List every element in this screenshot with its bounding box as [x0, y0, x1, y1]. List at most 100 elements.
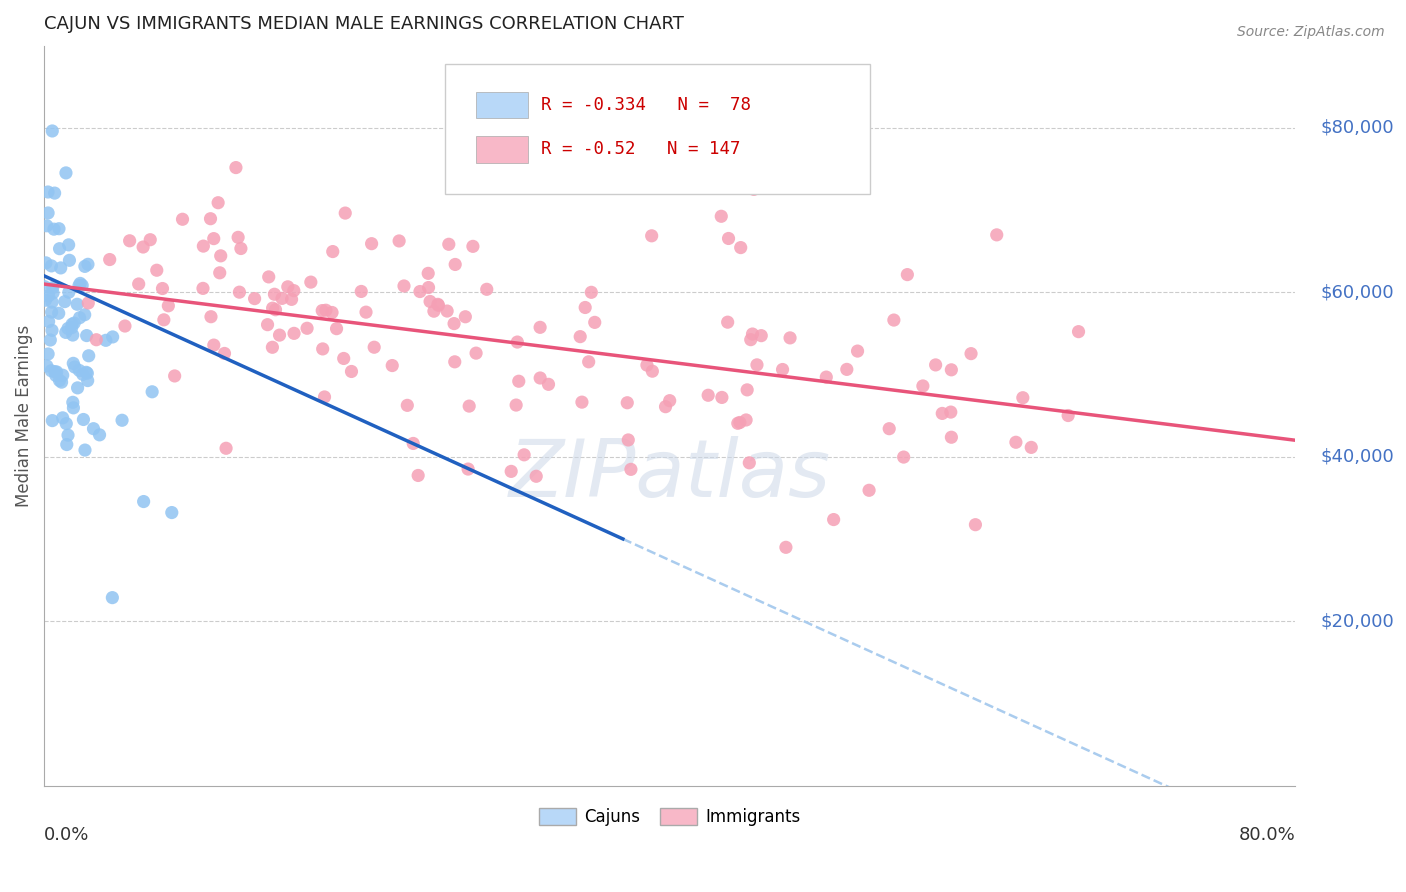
Point	[458, 399, 481, 413]
Point	[418, 280, 440, 294]
Point	[858, 483, 880, 498]
Point	[350, 285, 373, 299]
Point	[583, 315, 606, 329]
Text: $20,000: $20,000	[1320, 612, 1395, 630]
Point	[775, 541, 797, 555]
Point	[772, 362, 794, 376]
Point	[41, 305, 63, 319]
Point	[505, 398, 527, 412]
Point	[62, 395, 84, 409]
Point	[63, 316, 86, 330]
Point	[823, 512, 845, 526]
Point	[443, 317, 465, 331]
Point	[52, 368, 75, 383]
Point	[35, 219, 58, 233]
Y-axis label: Median Male Earnings: Median Male Earnings	[15, 325, 32, 507]
Point	[636, 358, 658, 372]
Point	[214, 346, 236, 360]
Text: R = -0.52   N = 147: R = -0.52 N = 147	[541, 140, 741, 158]
Point	[243, 292, 266, 306]
Point	[396, 398, 419, 412]
Point	[209, 249, 232, 263]
Text: R = -0.334   N =  78: R = -0.334 N = 78	[541, 95, 751, 114]
Point	[986, 227, 1008, 242]
Point	[620, 462, 643, 476]
Point	[537, 377, 560, 392]
Point	[75, 365, 97, 379]
Text: $80,000: $80,000	[1320, 119, 1395, 136]
Point	[73, 308, 96, 322]
Point	[295, 321, 318, 335]
Point	[70, 278, 93, 293]
Point	[48, 221, 70, 235]
Point	[749, 328, 772, 343]
Point	[728, 416, 751, 430]
Point	[66, 381, 89, 395]
Point	[745, 358, 768, 372]
Point	[163, 368, 186, 383]
Point	[617, 433, 640, 447]
Point	[76, 366, 98, 380]
Point	[436, 304, 458, 318]
Point	[62, 401, 84, 415]
Point	[571, 395, 593, 409]
Point	[640, 228, 662, 243]
Point	[444, 257, 467, 271]
Point	[741, 326, 763, 341]
Point	[574, 301, 596, 315]
Point	[508, 374, 530, 388]
Point	[363, 340, 385, 354]
Point	[257, 269, 280, 284]
Point	[419, 294, 441, 309]
Point	[735, 413, 758, 427]
Point	[388, 234, 411, 248]
Point	[44, 365, 66, 379]
Point	[39, 364, 62, 378]
Point	[315, 303, 337, 318]
Point	[437, 237, 460, 252]
Point	[406, 468, 429, 483]
Point	[325, 321, 347, 335]
Text: $40,000: $40,000	[1320, 448, 1395, 466]
Point	[835, 362, 858, 376]
Text: Source: ZipAtlas.com: Source: ZipAtlas.com	[1237, 25, 1385, 39]
Point	[697, 388, 720, 402]
Point	[939, 405, 962, 419]
Point	[128, 277, 150, 291]
Point	[73, 443, 96, 458]
Point	[256, 318, 278, 332]
Point	[965, 517, 987, 532]
Legend: Cajuns, Immigrants: Cajuns, Immigrants	[533, 801, 807, 833]
Point	[1067, 325, 1090, 339]
Point	[58, 285, 80, 300]
Point	[896, 268, 918, 282]
Point	[658, 393, 681, 408]
Point	[76, 328, 98, 343]
Point	[67, 278, 90, 293]
Point	[62, 356, 84, 370]
Point	[72, 368, 94, 382]
Point	[55, 437, 77, 451]
Point	[312, 342, 335, 356]
Point	[742, 182, 765, 196]
Point	[200, 310, 222, 324]
Point	[41, 295, 63, 310]
Point	[63, 359, 86, 374]
Point	[311, 303, 333, 318]
Point	[202, 338, 225, 352]
Point	[263, 287, 285, 301]
Point	[524, 469, 547, 483]
Point	[146, 263, 169, 277]
Point	[332, 351, 354, 366]
Point	[392, 279, 415, 293]
Point	[77, 257, 100, 271]
Point	[34, 279, 56, 293]
Point	[73, 260, 96, 274]
Point	[45, 365, 67, 379]
Point	[77, 349, 100, 363]
Point	[335, 206, 357, 220]
Point	[262, 301, 284, 315]
Point	[98, 252, 121, 267]
Point	[960, 346, 983, 360]
Point	[215, 442, 238, 456]
